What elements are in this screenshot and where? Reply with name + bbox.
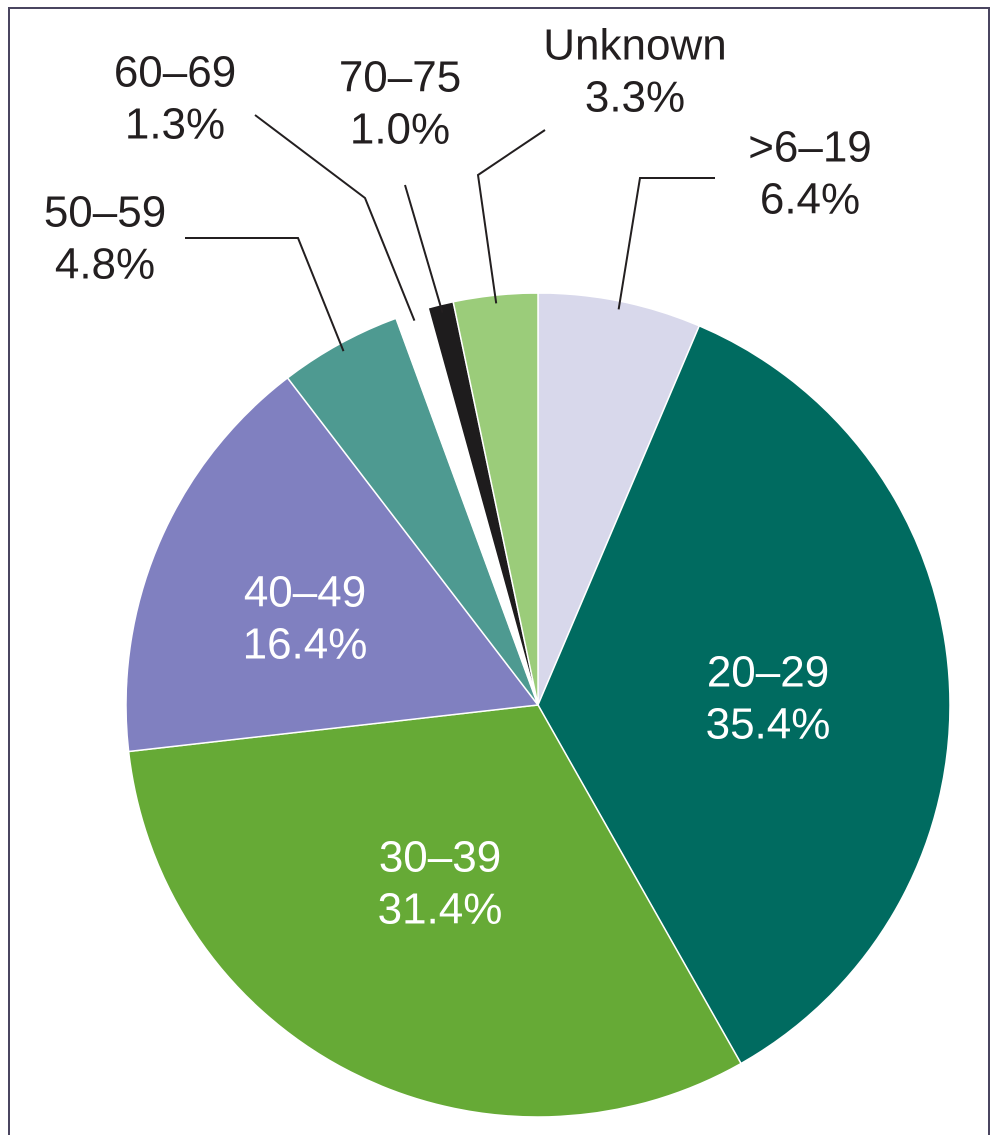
slice: [537, 324, 951, 1065]
slice-value-label: 16.4%: [243, 620, 368, 669]
slice: [127, 704, 743, 1118]
leader-line: [254, 114, 416, 321]
slice-category-label: Unknown: [543, 21, 726, 70]
leader-line: [476, 129, 546, 304]
slice-value-label: 6.4%: [760, 175, 860, 224]
slice-category-label: 50–59: [44, 188, 166, 237]
leader-line: [617, 177, 715, 310]
slice-category-label: 20–29: [707, 648, 829, 697]
slice-category-label: 30–39: [379, 833, 501, 882]
slice-category-label: >6–19: [748, 123, 872, 172]
pie: [125, 292, 951, 1118]
slice-category-label: 60–69: [114, 48, 236, 97]
leader-line: [185, 237, 345, 352]
slice-value-label: 1.0%: [350, 105, 450, 154]
slice-value-label: 3.3%: [585, 73, 685, 122]
slice-value-label: 1.3%: [125, 100, 225, 149]
slice-value-label: 4.8%: [55, 240, 155, 289]
slice-value-label: 31.4%: [378, 885, 503, 934]
leader-line: [404, 184, 444, 313]
slice-category-label: 70–75: [339, 53, 461, 102]
slice: [125, 376, 540, 753]
slice-value-label: 35.4%: [706, 700, 831, 749]
slice-category-label: 40–49: [244, 568, 366, 617]
